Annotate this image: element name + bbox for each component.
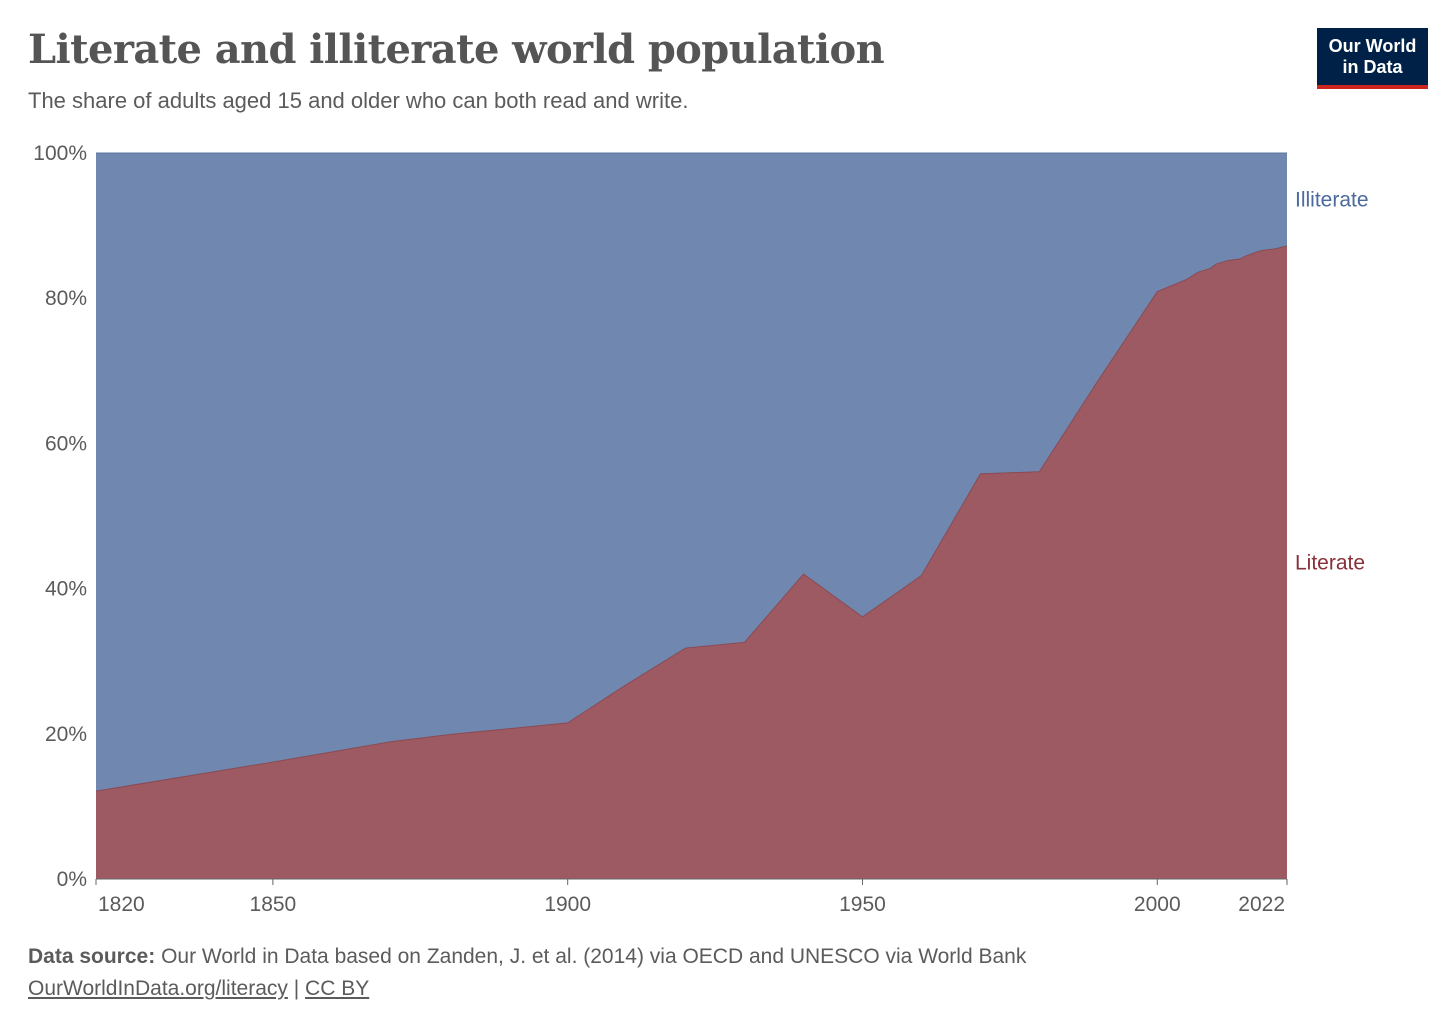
data-source-line: Data source: Our World in Data based on … xyxy=(28,941,1026,973)
y-tick-label: 80% xyxy=(45,287,87,310)
x-tick-label: 1950 xyxy=(839,893,886,916)
x-tick-label: 1850 xyxy=(250,893,297,916)
y-tick-label: 40% xyxy=(45,578,87,601)
legend-label-literate[interactable]: Literate xyxy=(1295,551,1365,574)
legend-label-illiterate[interactable]: Illiterate xyxy=(1295,188,1369,211)
y-tick-label: 0% xyxy=(57,868,87,891)
literate-area xyxy=(96,245,1287,880)
link-line: OurWorldInData.org/literacy | CC BY xyxy=(28,973,1026,1005)
license-link[interactable]: CC BY xyxy=(305,977,370,1000)
y-tick-label: 100% xyxy=(33,142,87,165)
chart-title: Literate and illiterate world population xyxy=(28,26,885,73)
logo-line-2: in Data xyxy=(1342,57,1403,77)
owid-logo[interactable]: Our World in Data xyxy=(1317,28,1428,89)
area-series xyxy=(95,152,1288,880)
illiterate-area xyxy=(96,153,1287,792)
legend: Illiterate Literate xyxy=(1295,188,1369,574)
x-tick-label: 1900 xyxy=(544,893,591,916)
literacy-link[interactable]: OurWorldInData.org/literacy xyxy=(28,977,288,1000)
x-tick-label: 2022 xyxy=(1238,893,1285,916)
chart-subtitle: The share of adults aged 15 and older wh… xyxy=(28,88,689,113)
literate-boundary-line xyxy=(95,245,1288,792)
y-tick-label: 20% xyxy=(45,723,87,746)
x-tick-label: 1820 xyxy=(98,893,145,916)
link-separator: | xyxy=(293,977,300,1000)
stacked-area-chart: 0% 20% 40% 60% 80% 100% 1820 1850 1900 1950 2000 20… xyxy=(33,142,1369,916)
y-tick-label: 60% xyxy=(45,432,87,455)
data-source-label: Data source: xyxy=(28,945,156,968)
axes: 0% 20% 40% 60% 80% 100% 1820 1850 1900 1950 2000 20… xyxy=(33,142,1288,916)
logo-line-1: Our World xyxy=(1328,36,1417,56)
data-source-text: Our World in Data based on Zanden, J. et… xyxy=(161,945,1027,968)
chart-footer: Data source: Our World in Data based on … xyxy=(28,941,1026,1005)
x-tick-label: 2000 xyxy=(1134,893,1181,916)
